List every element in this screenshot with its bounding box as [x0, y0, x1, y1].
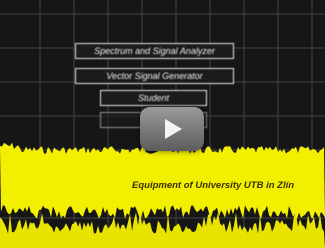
label-box: Vector Signal Generator — [75, 68, 234, 84]
label-box: Spectrum and Signal Analyzer — [75, 43, 234, 59]
caption: Equipment of University UTB in Zlín — [132, 180, 294, 191]
play-triangle — [165, 119, 182, 139]
label-box: Student — [100, 90, 207, 106]
play-icon — [140, 107, 204, 151]
play-button[interactable] — [140, 107, 204, 151]
video-thumbnail: Spectrum and Signal Analyzer Vector Sign… — [0, 0, 325, 248]
